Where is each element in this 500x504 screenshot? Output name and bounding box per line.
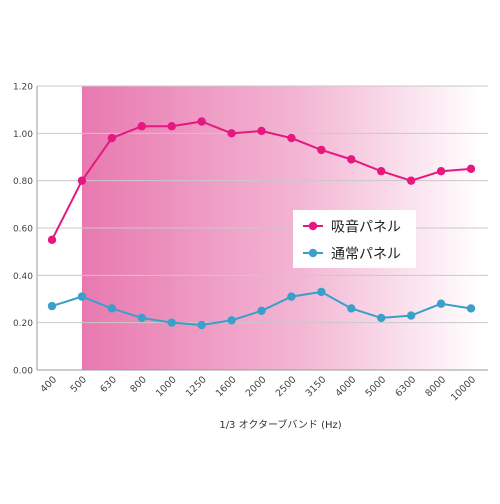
- x-tick-label: 4000: [334, 374, 359, 399]
- data-point: [257, 126, 266, 136]
- y-tick-label: 1.20: [13, 83, 33, 93]
- data-point: [47, 301, 57, 311]
- legend-label: 通常パネル: [331, 247, 401, 263]
- x-tick-label: 6300: [393, 374, 418, 399]
- y-tick-label: 0.00: [13, 367, 33, 377]
- data-point: [466, 164, 476, 174]
- x-tick-label: 3150: [304, 374, 329, 399]
- x-tick-label: 1600: [214, 374, 239, 399]
- data-point: [377, 167, 386, 176]
- data-point: [317, 287, 326, 297]
- axes: [36, 86, 488, 371]
- data-point: [197, 320, 206, 330]
- data-point: [107, 304, 117, 313]
- data-point: [317, 145, 326, 155]
- data-point: [77, 292, 87, 301]
- gridlines: [37, 85, 488, 324]
- y-tick-label: 0.20: [13, 319, 33, 329]
- data-point: [377, 313, 386, 323]
- data-point: [287, 292, 296, 301]
- x-tick-label: 8000: [423, 374, 448, 399]
- series-1: [47, 117, 476, 245]
- series-2: [47, 287, 476, 330]
- x-tick-label: 2500: [274, 374, 299, 399]
- x-tick-label: 10000: [449, 374, 478, 403]
- x-tick-label: 1000: [154, 374, 179, 399]
- legend-marker: [308, 248, 318, 258]
- data-point: [167, 122, 176, 131]
- data-point: [137, 122, 146, 131]
- y-tick-label: 0.60: [13, 225, 33, 235]
- data-point: [466, 304, 476, 313]
- x-tick-label: 1250: [184, 374, 209, 399]
- data-point: [257, 306, 266, 316]
- x-tick-label: 800: [128, 374, 149, 395]
- x-tick-label: 2000: [244, 374, 269, 399]
- y-tick-label: 0.80: [13, 177, 33, 187]
- data-point: [107, 133, 117, 143]
- data-point: [287, 133, 296, 143]
- legend-box: [293, 210, 416, 268]
- x-tick-label: 5000: [363, 374, 388, 399]
- y-tick-labels: 0.00 0.20 0.40 0.60 0.80 1.00 1.20: [13, 83, 33, 377]
- x-axis-label: 1/3 オクターブバンド (Hz): [219, 418, 341, 431]
- data-point: [167, 318, 176, 327]
- data-point: [227, 129, 236, 138]
- legend-marker: [308, 221, 318, 231]
- x-tick-label: 400: [39, 374, 60, 395]
- data-point: [137, 313, 146, 323]
- y-tick-label: 0.40: [13, 272, 33, 282]
- data-point: [47, 235, 57, 245]
- legend-label: 吸音パネル: [331, 219, 401, 236]
- data-point: [347, 304, 356, 313]
- data-point: [347, 155, 356, 164]
- data-point: [436, 167, 446, 176]
- x-tick-label: 630: [98, 374, 119, 395]
- data-point: [227, 316, 236, 325]
- data-point: [406, 311, 416, 320]
- data-point: [77, 176, 87, 185]
- y-tick-label: 1.00: [13, 130, 33, 140]
- x-tick-label: 500: [68, 374, 89, 395]
- data-point: [406, 176, 416, 185]
- x-tick-labels: 400 500 630 800 1000 1250 1600 2000 2500 3150 4000…: [39, 374, 479, 403]
- data-point: [197, 117, 206, 126]
- series: [47, 117, 476, 330]
- data-point: [436, 299, 446, 308]
